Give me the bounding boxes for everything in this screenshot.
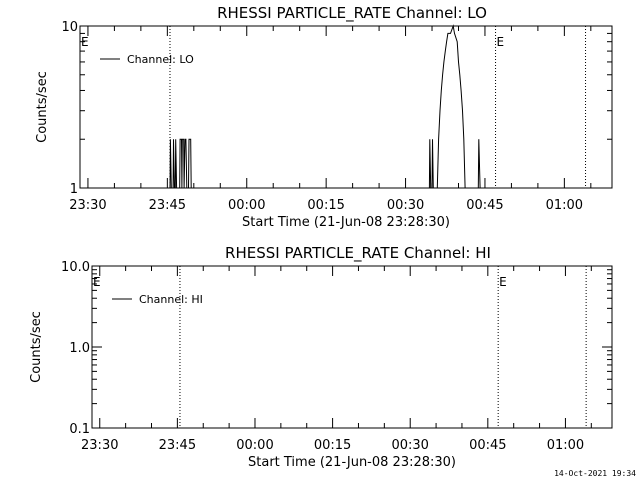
y-tick-label: 1 (70, 182, 78, 197)
plot-frame (91, 265, 613, 429)
x-tick-label: 00:30 (387, 198, 424, 213)
x-tick-label: 00:15 (314, 438, 351, 453)
x-axis-label: Start Time (21-Jun-08 23:28:30) (248, 455, 456, 470)
y-tick-label: 0.1 (69, 422, 90, 437)
x-tick-label: 00:30 (391, 438, 428, 453)
y-tick-label: 1.0 (69, 341, 90, 356)
y-axis-label: Counts/sec (35, 71, 50, 143)
y-axis-label: Counts/sec (29, 311, 44, 383)
chart-panel-2: RHESSI PARTICLE_RATE Channel: HI Counts/s… (29, 244, 613, 470)
annotation-label: E (499, 275, 507, 289)
y-tick-label: 10.0 (61, 260, 90, 275)
series-line-1 (169, 24, 481, 189)
footer-timestamp: 14-Oct-2021 19:34 (554, 469, 636, 478)
x-tick-label: 23:30 (81, 438, 118, 453)
chart-title: RHESSI PARTICLE_RATE Channel: LO (217, 4, 487, 23)
x-tick-label: 23:45 (149, 198, 186, 213)
annotation-label: E (497, 35, 505, 49)
chart-panel-1: RHESSI PARTICLE_RATE Channel: LO Counts/s… (35, 4, 613, 230)
annotation-label: E (81, 35, 89, 49)
legend-entry: Channel: HI (139, 293, 203, 306)
x-tick-label: 00:45 (466, 198, 503, 213)
x-tick-label: 00:45 (469, 438, 506, 453)
x-tick-label: 01:00 (546, 198, 583, 213)
legend-entry: Channel: LO (127, 53, 194, 66)
annotation-label: E (93, 275, 101, 289)
x-tick-label: 00:00 (228, 198, 265, 213)
x-tick-label: 00:00 (236, 438, 273, 453)
x-tick-label: 00:15 (307, 198, 344, 213)
plot-frame (79, 25, 613, 189)
chart-title: RHESSI PARTICLE_RATE Channel: HI (225, 244, 491, 263)
x-tick-label: 01:00 (547, 438, 584, 453)
x-axis-label: Start Time (21-Jun-08 23:28:30) (242, 215, 450, 230)
x-tick-label: 23:45 (159, 438, 196, 453)
x-tick-label: 23:30 (69, 198, 106, 213)
y-tick-label: 10 (61, 20, 78, 35)
